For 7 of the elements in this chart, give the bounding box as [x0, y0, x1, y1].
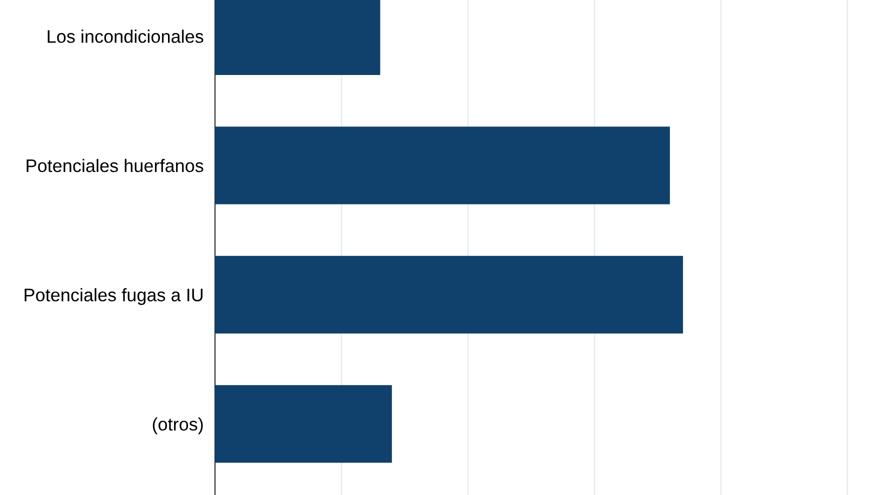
- bar: [215, 256, 683, 334]
- y-tick-label: Potenciales huerfanos: [26, 158, 204, 172]
- y-tick-label: Los incondicionales: [48, 30, 204, 43]
- y-tick-label: Potenciales fugas a IU: [24, 288, 203, 305]
- bar: [215, 126, 670, 204]
- bar: [215, 385, 392, 463]
- y-tick-label: (otros): [152, 417, 203, 434]
